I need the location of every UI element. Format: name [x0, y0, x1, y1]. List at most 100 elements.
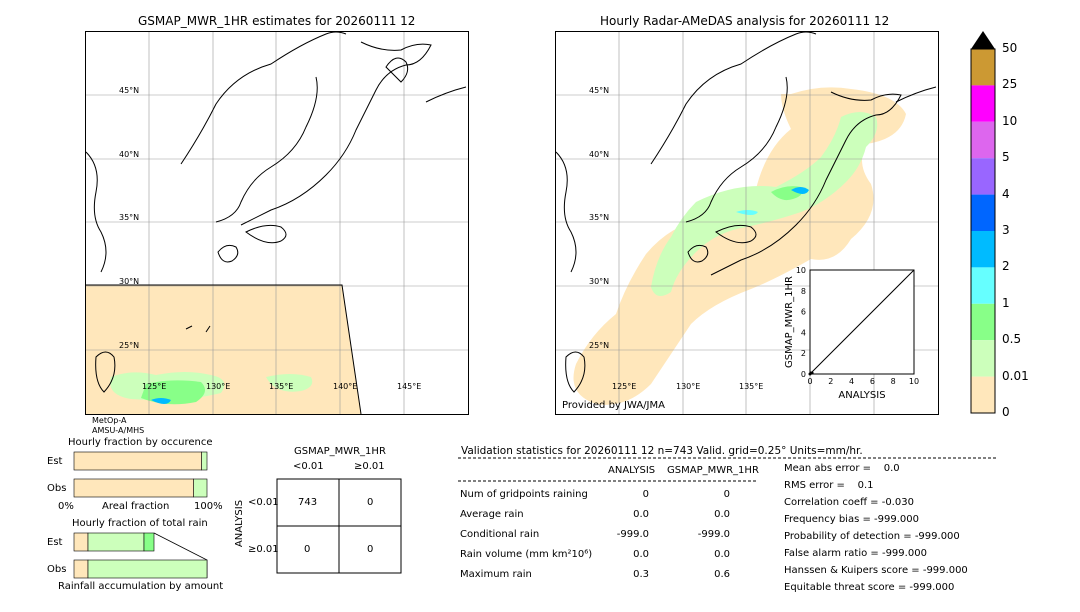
occurrence-bars [73, 451, 208, 498]
colorbar-label: 10 [1002, 113, 1018, 128]
scatter-xtick: 0 [807, 377, 812, 386]
colorbar-label: 0 [1002, 405, 1010, 419]
areal-left: 0% [58, 501, 74, 512]
right-lat-30: 30°N [589, 277, 609, 286]
score-line: Hanssen & Kuipers score = -999.000 [784, 565, 968, 576]
right-lat-25: 25°N [589, 341, 609, 350]
tot-est-label: Est [47, 537, 63, 548]
stat-analysis-value: -999.0 [616, 529, 649, 540]
total-rain-title: Hourly fraction of total rain [72, 518, 208, 529]
occurrence-bar-segment [201, 451, 208, 471]
right-map-credit: Provided by JWA/JMA [562, 400, 665, 411]
contingency-title: GSMAP_MWR_1HR [294, 446, 386, 457]
left-lat-45: 45°N [119, 86, 139, 95]
left-map-svg: 45°N 40°N 35°N 30°N 25°N 125°E 130°E 135… [86, 32, 468, 414]
col-analysis-header: ANALYSIS [608, 465, 656, 476]
scatter-ylabel: GSMAP_MWR_1HR [784, 276, 795, 368]
contingency-cell-10: 0 [304, 544, 311, 555]
contingency-row-axis: ANALYSIS [234, 499, 246, 548]
score-line: Correlation coeff = -0.030 [784, 497, 914, 508]
score-line: Mean abs error = 0.0 [784, 463, 900, 474]
right-lon-135: 135°E [739, 382, 763, 391]
satellite-note-2: AMSU-A/MHS [92, 426, 145, 435]
score-line: Equitable threat score = -999.000 [784, 582, 955, 593]
colorbar-band [971, 340, 995, 377]
occurrence-bar-segment [73, 478, 194, 498]
occ-obs-label: Obs [47, 483, 67, 494]
colorbar-label: 5 [1002, 150, 1010, 165]
right-map-title: Hourly Radar-AMeDAS analysis for 2026011… [600, 14, 890, 28]
stat-gsmap-value: 0.0 [714, 509, 730, 520]
total-rain-bars [73, 532, 208, 579]
contingency-cell-00: 743 [298, 497, 318, 508]
scatter-ytick: 6 [801, 308, 806, 317]
scatter-ytick: 8 [801, 287, 806, 296]
right-lon-130: 130°E [676, 382, 700, 391]
score-line: Frequency bias = -999.000 [784, 514, 919, 525]
colorbar-label: 50 [1002, 41, 1018, 55]
contingency-col-ge: ≥0.01 [354, 461, 385, 472]
colorbar-band [971, 267, 995, 304]
colorbar-label: 3 [1002, 223, 1010, 237]
areal-center: Areal fraction [102, 501, 170, 512]
stat-analysis-value: 0.0 [633, 549, 649, 560]
left-lon-140: 140°E [333, 382, 357, 391]
scatter-xlabel: ANALYSIS [838, 390, 885, 401]
colorbar-band [971, 49, 995, 86]
scatter-xtick: 10 [909, 377, 919, 386]
scatter-ytick: 2 [801, 349, 806, 358]
colorbar-band [971, 158, 995, 195]
satellite-note-1: MetOp-A [92, 416, 127, 425]
colorbar-label: 25 [1002, 77, 1018, 92]
score-line: Probability of detection = -999.000 [784, 531, 960, 542]
right-lat-40: 40°N [589, 150, 609, 159]
colorbar-label: 4 [1002, 186, 1010, 201]
left-lon-125: 125°E [142, 382, 166, 391]
stat-gsmap-value: 0.6 [714, 569, 730, 580]
scatter-ytick: 4 [801, 328, 806, 337]
tot-obs-label: Obs [47, 564, 67, 575]
left-lon-145: 145°E [397, 382, 421, 391]
colorbar-label: 0.5 [1002, 332, 1022, 347]
stat-gsmap-value: 0.0 [714, 549, 730, 560]
stat-gsmap-value: -999.0 [697, 529, 730, 540]
right-lat-35: 35°N [589, 213, 609, 222]
colorbar-band [971, 303, 995, 341]
accum-label: Rainfall accumulation by amount [58, 581, 224, 592]
col-gsmap-header: GSMAP_MWR_1HR [667, 465, 759, 476]
colorbar-band [971, 194, 995, 231]
stat-analysis-value: 0 [642, 489, 649, 500]
left-lat-30: 30°N [119, 277, 139, 286]
contingency-cell-11: 0 [367, 544, 374, 555]
right-lat-45: 45°N [589, 86, 609, 95]
colorbar-band [971, 85, 995, 122]
colorbar-band [971, 376, 995, 413]
contingency-row-lt: <0.01 [248, 497, 279, 508]
areal-right: 100% [194, 501, 223, 512]
colorbar-label: 0.01 [1002, 368, 1029, 383]
contingency-row-ge: ≥0.01 [248, 544, 279, 555]
colorbar-band [971, 231, 995, 268]
scatter-xtick: 4 [849, 377, 854, 386]
colorbar-label: 1 [1002, 295, 1010, 310]
scatter-point [810, 371, 814, 375]
stat-label: Average rain [460, 509, 524, 520]
left-lon-135: 135°E [269, 382, 293, 391]
stat-gsmap-value: 0 [723, 489, 730, 500]
scatter-xtick: 8 [891, 377, 896, 386]
scatter-ytick: 0 [801, 370, 806, 379]
right-map-svg: 45°N 40°N 35°N 30°N 25°N 125°E 130°E 135… [556, 32, 938, 414]
scatter-xtick: 2 [828, 377, 833, 386]
right-map: 45°N 40°N 35°N 30°N 25°N 125°E 130°E 135… [555, 31, 939, 415]
score-line: RMS error = 0.1 [784, 480, 874, 491]
scatter-ytick: 10 [796, 266, 806, 275]
validation-divider [458, 457, 998, 459]
stat-label: Maximum rain [460, 569, 532, 580]
left-lat-25: 25°N [119, 341, 139, 350]
occ-est-label: Est [47, 456, 63, 467]
scatter-inset: 00 2 2 4 4 6 6 8 8 10 10 ANALYSIS GSMAP_MWR_1HR [784, 266, 919, 401]
right-lon-125: 125°E [612, 382, 636, 391]
stat-analysis-value: 0.0 [633, 509, 649, 520]
colorbar-band [971, 121, 995, 159]
stat-analysis-value: 0.3 [633, 569, 649, 580]
